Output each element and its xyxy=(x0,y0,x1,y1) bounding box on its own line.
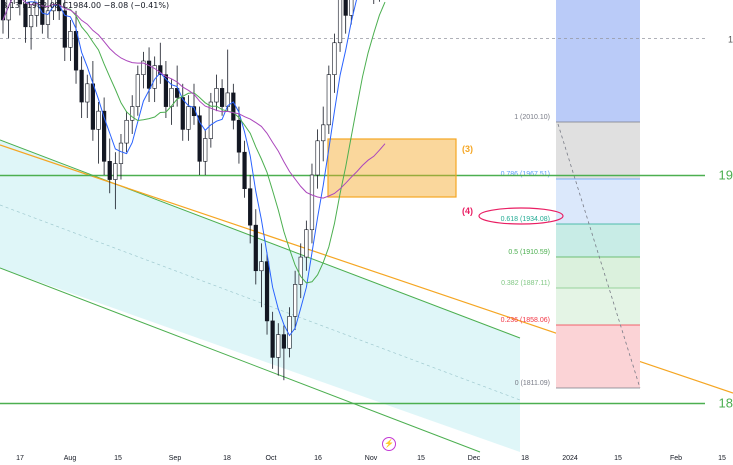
channel-upper-line[interactable] xyxy=(0,139,521,339)
candle[interactable] xyxy=(175,88,180,98)
candle[interactable] xyxy=(180,97,185,130)
candle[interactable] xyxy=(73,31,79,71)
candle[interactable] xyxy=(45,10,51,25)
fib-label: 0.786 (1967.51) xyxy=(501,171,550,178)
projection-diagonal xyxy=(557,123,641,389)
candle[interactable] xyxy=(281,334,286,349)
fib-label: 0.5 (1910.59) xyxy=(508,249,550,256)
channel-fill xyxy=(0,140,520,452)
candle[interactable] xyxy=(102,110,107,162)
candle[interactable] xyxy=(293,284,298,317)
candle[interactable] xyxy=(343,0,348,16)
candle[interactable] xyxy=(332,42,337,75)
time-axis-label: 16 xyxy=(314,455,322,462)
time-axis-label: Aug xyxy=(64,455,77,462)
candle[interactable] xyxy=(62,10,67,48)
candle[interactable] xyxy=(270,320,275,358)
channel-mid-line xyxy=(0,204,521,401)
fib-label: 0.382 (1887.11) xyxy=(501,280,550,287)
candle[interactable] xyxy=(248,188,253,226)
candle[interactable] xyxy=(253,224,258,272)
candle[interactable] xyxy=(141,60,146,75)
fib-label: 0.236 (1858.06) xyxy=(501,317,550,324)
candle[interactable] xyxy=(231,92,236,121)
fib-label: 0 (1811.09) xyxy=(515,380,550,387)
candle[interactable] xyxy=(6,0,11,21)
channel-lower-line[interactable] xyxy=(0,267,481,453)
time-axis-label: 17 xyxy=(16,455,24,462)
flash-icon[interactable]: ⚡ xyxy=(382,437,396,451)
candle[interactable] xyxy=(130,106,135,121)
time-axis-label: Dec xyxy=(468,455,481,462)
candle[interactable] xyxy=(197,115,202,162)
candle[interactable] xyxy=(68,31,73,48)
candle[interactable] xyxy=(304,229,309,258)
time-axis-label: Nov xyxy=(365,455,378,462)
candle[interactable] xyxy=(186,106,191,130)
time-axis-label: 18 xyxy=(521,455,529,462)
time-axis-label: 15 xyxy=(614,455,622,462)
candle[interactable] xyxy=(107,161,112,180)
candle[interactable] xyxy=(349,0,354,16)
fib-band xyxy=(556,325,640,388)
candle[interactable] xyxy=(214,88,219,103)
price-level-label: 1 xyxy=(728,35,733,45)
candle[interactable] xyxy=(242,151,247,189)
fib-highlight-ellipse xyxy=(478,207,564,225)
candle[interactable] xyxy=(219,88,225,107)
candle[interactable] xyxy=(85,83,90,103)
candle[interactable] xyxy=(158,65,163,75)
candle[interactable] xyxy=(146,60,152,89)
fib-band xyxy=(556,288,640,325)
box-label: (3) xyxy=(462,144,473,154)
candle[interactable] xyxy=(203,138,208,162)
fib-band xyxy=(556,179,640,224)
candle[interactable] xyxy=(326,74,331,126)
candle[interactable] xyxy=(17,0,22,5)
candle[interactable] xyxy=(79,69,84,103)
candle[interactable] xyxy=(23,3,28,28)
candle[interactable] xyxy=(113,163,118,180)
candle[interactable] xyxy=(28,15,34,28)
ohlc-readout: 3.13 L1982.08 C1984.00 −8.08 (−0.41%) xyxy=(2,1,170,10)
time-axis-label: 15 xyxy=(114,455,122,462)
fib-label: 0.618 (1934.08) xyxy=(501,216,550,223)
level-label: (4) xyxy=(462,206,473,216)
consolidation-box[interactable] xyxy=(327,138,457,198)
candle[interactable] xyxy=(96,110,101,130)
time-axis-label: 2024 xyxy=(562,455,578,462)
candle[interactable] xyxy=(315,140,320,176)
fib-label: 1 (2010.10) xyxy=(514,114,550,121)
price-level-label: 19 xyxy=(719,168,733,183)
candle[interactable] xyxy=(337,0,343,44)
candle[interactable] xyxy=(298,256,303,285)
projection-column xyxy=(556,0,640,122)
fib-band xyxy=(556,122,640,179)
candle[interactable] xyxy=(264,261,270,322)
candle[interactable] xyxy=(276,334,281,358)
time-axis-label: Feb xyxy=(670,455,682,462)
candle[interactable] xyxy=(135,74,140,107)
candle[interactable] xyxy=(321,124,326,142)
candle[interactable] xyxy=(118,142,124,164)
time-axis-label: Oct xyxy=(266,455,277,462)
moving-average-slow xyxy=(2,0,386,199)
time-axis-label: 15 xyxy=(417,455,425,462)
candle[interactable] xyxy=(236,119,242,153)
candle[interactable] xyxy=(163,74,169,107)
time-axis-label: 15 xyxy=(718,455,726,462)
fib-band xyxy=(556,257,640,288)
candle[interactable] xyxy=(124,119,129,144)
price-level-label: 18 xyxy=(719,396,733,411)
candle[interactable] xyxy=(259,261,264,272)
moving-average-fast xyxy=(2,0,357,337)
candle[interactable] xyxy=(90,83,95,130)
time-axis-label: 18 xyxy=(223,455,231,462)
time-axis-label: Sep xyxy=(169,455,182,462)
candle[interactable] xyxy=(208,101,213,139)
candle[interactable] xyxy=(309,174,315,231)
